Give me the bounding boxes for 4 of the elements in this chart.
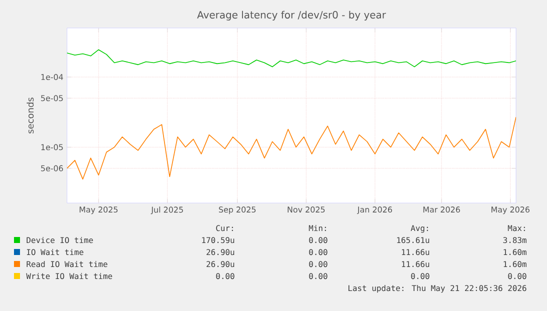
chart-title: Average latency for /dev/sr0 - by year (197, 10, 386, 21)
y-axis-title: seconds (26, 98, 34, 134)
line-series (67, 49, 516, 68)
line-series (67, 116, 516, 180)
